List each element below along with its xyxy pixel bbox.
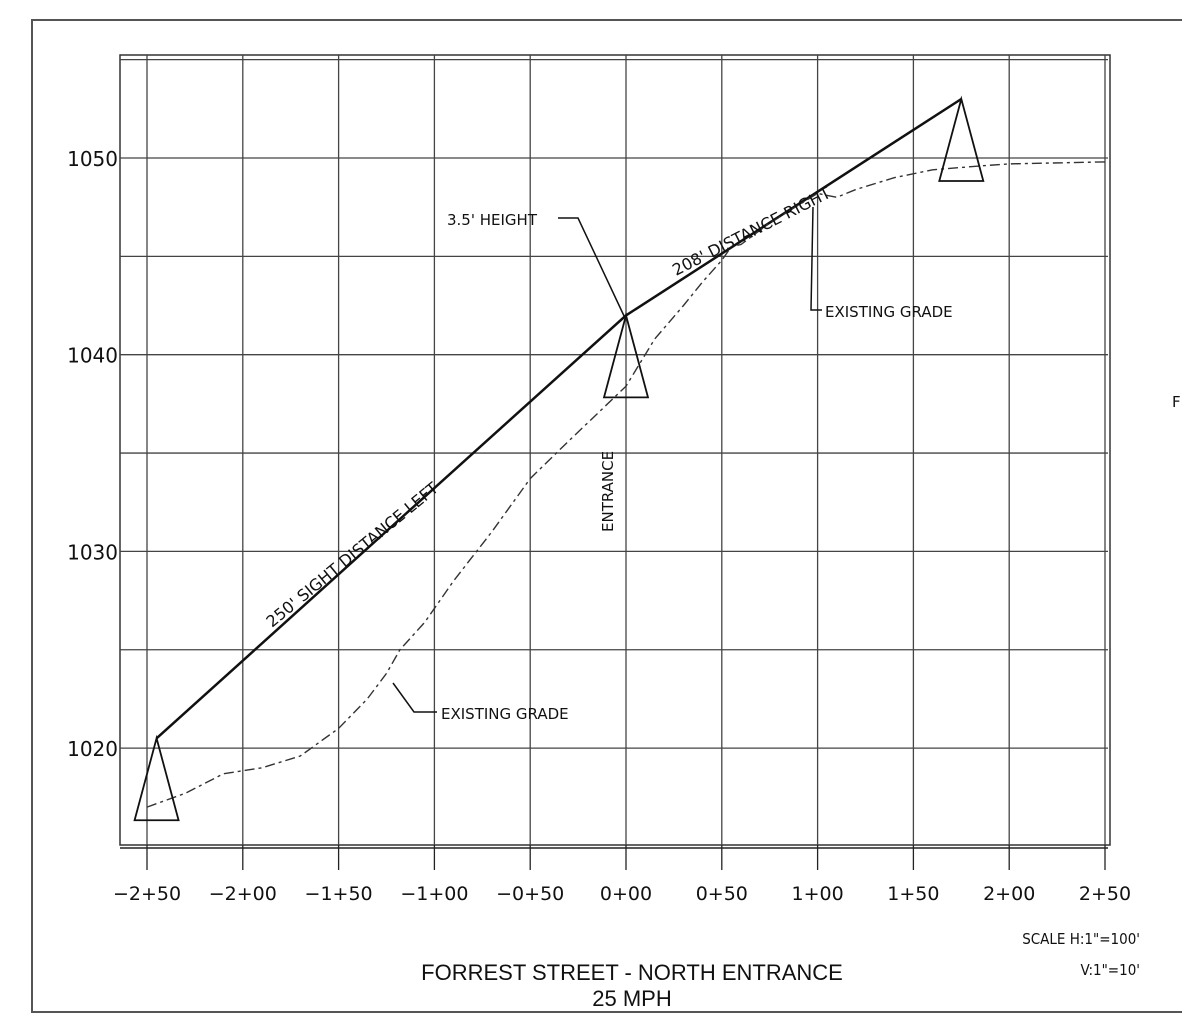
x-tick-label: −0+50 [496, 883, 564, 905]
x-tick-label: 2+00 [983, 883, 1035, 905]
x-tick-label: 0+00 [600, 883, 652, 905]
existing-grade-line [146, 161, 1106, 808]
sight-distance-left-label: 250' SIGHT DISTANCE LEFT [262, 478, 442, 631]
x-tick-label: 2+50 [1079, 883, 1131, 905]
sight-distance-line [155, 97, 962, 740]
height-leader [558, 217, 626, 319]
observer-triangle-left [133, 734, 180, 822]
drawing-subtitle: 25 MPH [592, 986, 671, 1011]
scale-horizontal: SCALE H:1"=100' [1022, 930, 1140, 948]
x-axis-ticks: −2+50 −2+00 −1+50 −1+00 −0+50 0+00 0+50 1+00 1+5… [113, 845, 1131, 905]
entrance-label: ENTRANCE [599, 451, 617, 532]
x-tick-label: −2+00 [209, 883, 277, 905]
y-tick-label: 1030 [67, 540, 118, 564]
existing-grade-upper-label: EXISTING GRADE [825, 303, 953, 321]
x-tick-label: 1+00 [792, 883, 844, 905]
existing-grade-lower-leader [392, 682, 437, 713]
x-tick-label: −1+50 [305, 883, 373, 905]
y-tick-label: 1040 [67, 344, 118, 368]
edge-letter: F [1172, 393, 1181, 411]
height-label: 3.5' HEIGHT [447, 211, 538, 229]
sight-distance-right-label: 208' DISTANCE RIGHT [669, 183, 834, 280]
x-tick-label: −1+00 [400, 883, 468, 905]
x-tick-label: 1+50 [887, 883, 939, 905]
sheet-border [31, 19, 1182, 1013]
drawing-title: FORREST STREET - NORTH ENTRANCE [421, 960, 843, 985]
observer-triangle-center [602, 311, 650, 399]
y-axis-ticks: 1020 1030 1040 1050 [67, 147, 118, 761]
plot-frame [119, 54, 1111, 846]
y-tick-label: 1020 [67, 737, 118, 761]
grid-lines [120, 55, 1108, 845]
plot-area: −2+50 −2+00 −1+50 −1+00 −0+50 0+00 0+50 1+00 1+5… [67, 54, 1131, 905]
x-tick-label: −2+50 [113, 883, 181, 905]
x-tick-label: 0+50 [696, 883, 748, 905]
y-tick-label: 1050 [67, 147, 118, 171]
scale-vertical: V:1"=10' [1080, 961, 1140, 979]
existing-grade-upper-leader [810, 206, 822, 311]
existing-grade-lower-label: EXISTING GRADE [441, 705, 569, 723]
observer-triangle-right [938, 95, 985, 182]
